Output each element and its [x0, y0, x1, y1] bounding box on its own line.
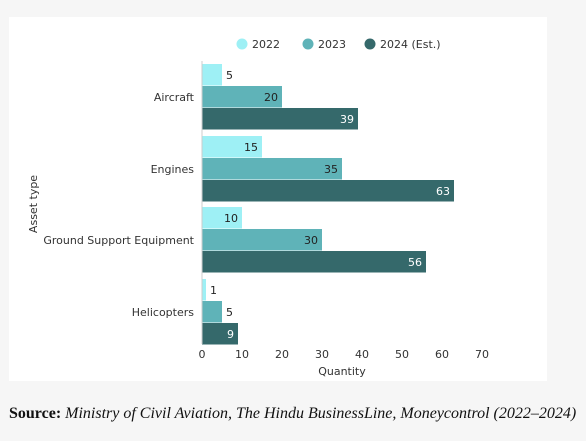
x-tick-label-50: 50 — [395, 348, 409, 361]
bar-engines-2023 — [202, 158, 342, 180]
data-label-engines-2024-est: 63 — [436, 185, 450, 198]
data-label-ground-support-equipment-2022: 10 — [224, 212, 238, 225]
bar-aircraft-2024-est — [202, 108, 358, 130]
x-tick-label-60: 60 — [435, 348, 449, 361]
category-labels: Aircraft Engines Ground Support Equipment H… — [43, 91, 194, 319]
bar-ground-support-equipment-2024-est — [202, 251, 426, 273]
bar-aircraft-2023 — [202, 86, 282, 108]
bar-ground-support-equipment-2023 — [202, 229, 322, 251]
source-text: Ministry of Civil Aviation, The Hindu Bu… — [65, 405, 577, 422]
bar-aircraft-2022 — [202, 64, 222, 86]
x-tick-label-10: 10 — [235, 348, 249, 361]
data-label-aircraft-2023: 20 — [264, 91, 278, 104]
bar-chart: 2022 2023 2024 (Est.) 52039153563103056159… — [27, 38, 490, 378]
category-label-aircraft: Aircraft — [154, 91, 195, 104]
bar-helicopters-2024-est — [202, 323, 238, 345]
data-label-helicopters-2022: 1 — [210, 284, 217, 297]
legend-label-2023: 2023 — [318, 38, 346, 51]
x-tick-label-0: 0 — [199, 348, 206, 361]
x-axis-ticks: 0 10 20 30 40 50 60 70 — [199, 348, 490, 361]
category-label-engines: Engines — [151, 163, 195, 176]
legend-marker-2023 — [302, 38, 314, 50]
data-label-engines-2022: 15 — [244, 141, 258, 154]
category-label-helicopters: Helicopters — [132, 306, 195, 319]
data-label-engines-2023: 35 — [324, 163, 338, 176]
source-caption: Source: Ministry of Civil Aviation, The … — [9, 405, 576, 423]
data-label-helicopters-2023: 5 — [226, 306, 233, 319]
data-label-aircraft-2022: 5 — [226, 69, 233, 82]
legend-marker-2024-est — [364, 38, 376, 50]
x-tick-label-40: 40 — [355, 348, 369, 361]
legend-label-2024-est: 2024 (Est.) — [380, 38, 441, 51]
y-axis-title: Asset type — [27, 175, 40, 233]
bar-helicopters-2022 — [202, 279, 206, 301]
x-tick-label-20: 20 — [275, 348, 289, 361]
data-label-aircraft-2024-est: 39 — [340, 113, 354, 126]
bar-helicopters-2023 — [202, 301, 222, 323]
legend-label-2022: 2022 — [252, 38, 280, 51]
data-label-helicopters-2024-est: 9 — [227, 328, 234, 341]
bar-engines-2024-est — [202, 180, 454, 202]
source-label: Source: — [9, 405, 62, 422]
chart-card: 2022 2023 2024 (Est.) 5 20 39 15 35 63 10 30 56 1 5 9… — [9, 17, 547, 381]
legend: 2022 2023 2024 (Est.) — [236, 38, 441, 51]
legend-marker-2022 — [236, 38, 248, 50]
data-label-ground-support-equipment-2024-est: 56 — [408, 256, 422, 269]
bar-ground-support-equipment-2022 — [202, 207, 242, 229]
data-label-ground-support-equipment-2023: 30 — [304, 234, 318, 247]
category-label-ground-support-equipment: Ground Support Equipment — [43, 234, 194, 247]
x-tick-label-30: 30 — [315, 348, 329, 361]
bar-engines-2022 — [202, 136, 262, 158]
x-axis-title: Quantity — [318, 365, 366, 378]
x-tick-label-70: 70 — [475, 348, 489, 361]
